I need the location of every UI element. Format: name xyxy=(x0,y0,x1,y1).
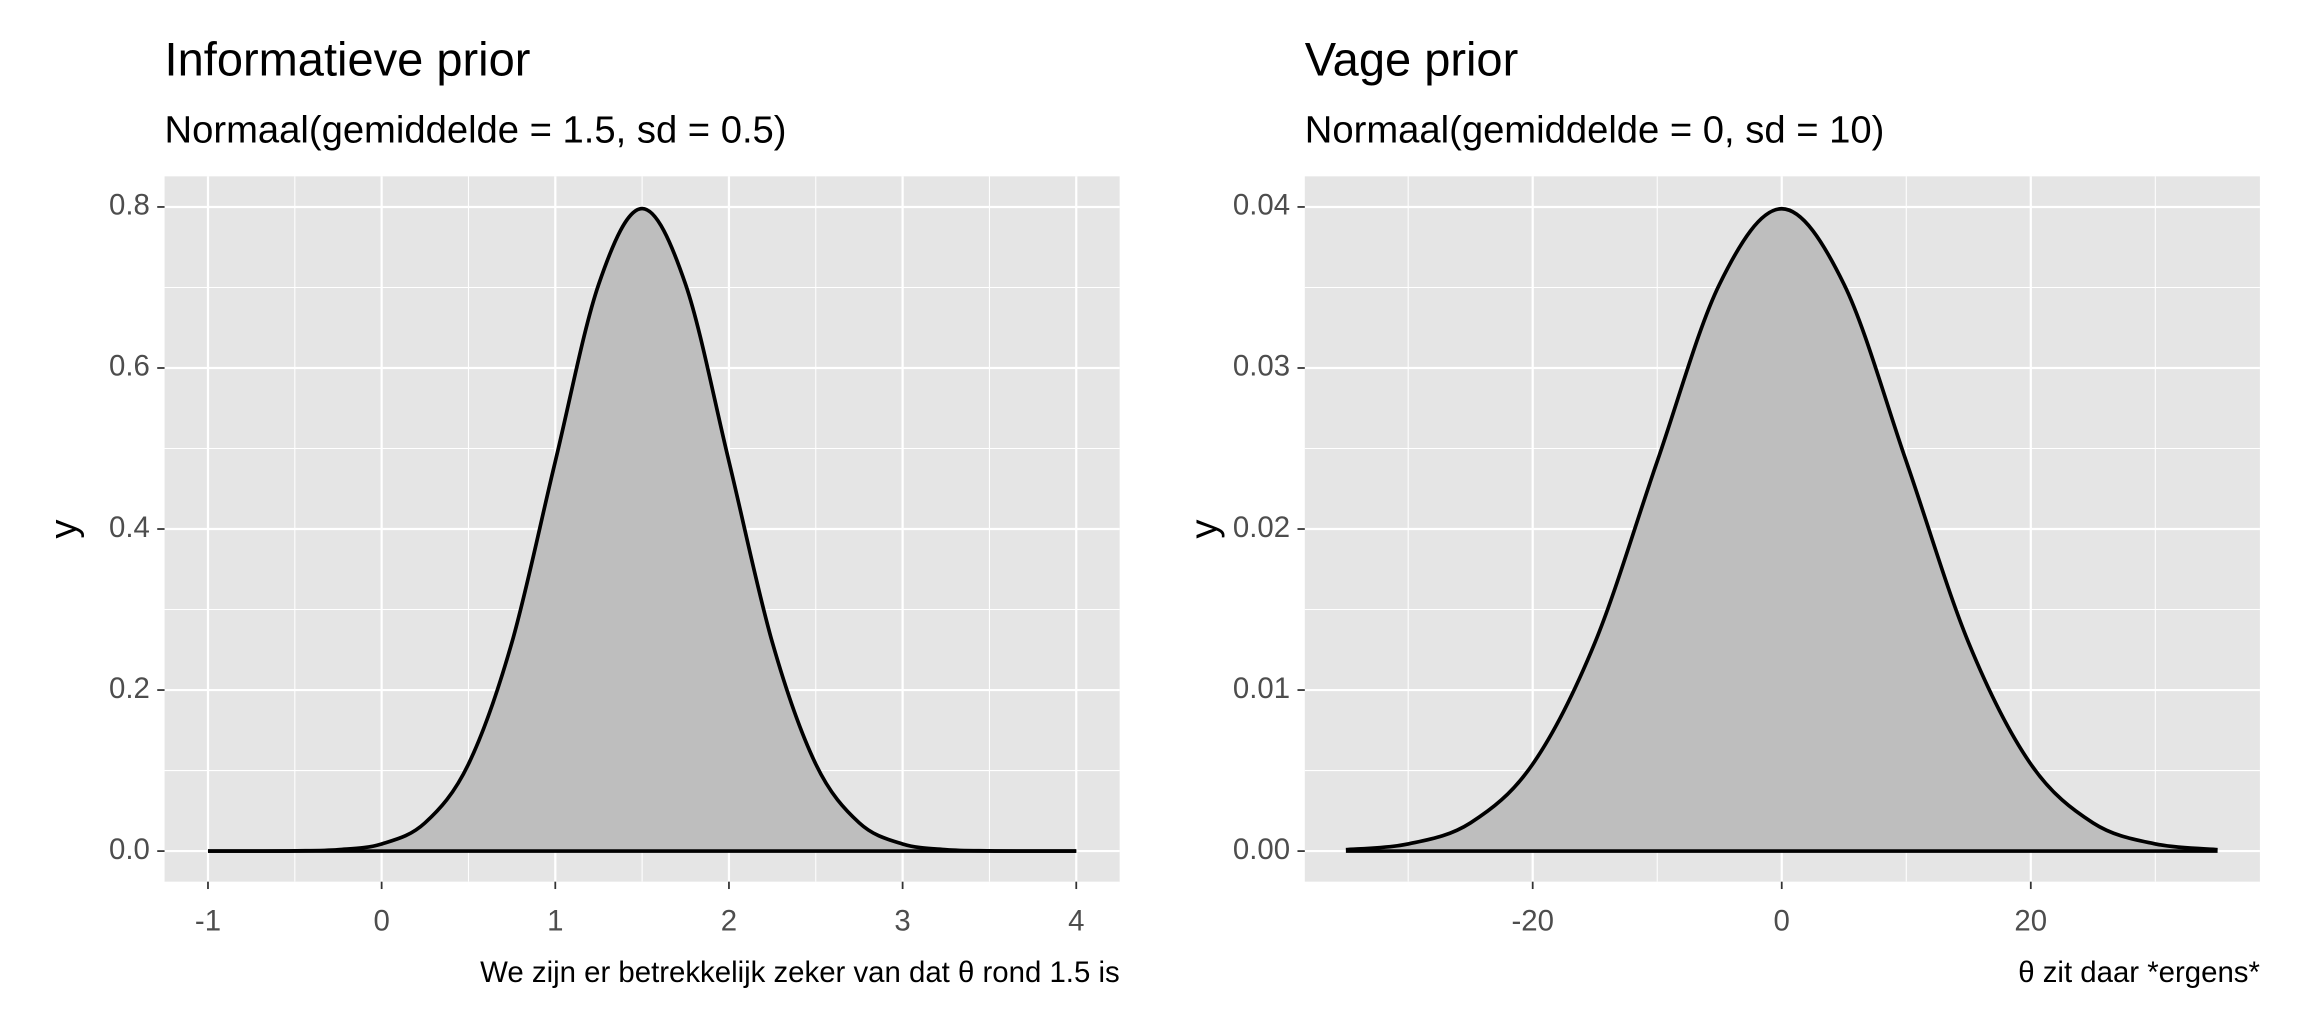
y-tick-label: 0.03 xyxy=(1233,350,1290,383)
x-tick-label: 4 xyxy=(1068,905,1084,938)
y-tick-label: 0.0 xyxy=(109,833,150,866)
x-tick-label: 0 xyxy=(1774,905,1790,938)
x-axis-title: θ zit daar *ergens* xyxy=(2018,956,2260,989)
density-line xyxy=(1345,206,2218,852)
x-tick-label: 0 xyxy=(373,905,389,938)
density-line xyxy=(207,206,1077,853)
y-tick-label: 0.6 xyxy=(109,350,150,383)
y-tick-label: 0.8 xyxy=(109,189,150,222)
x-tick-label: -1 xyxy=(195,905,221,938)
area-fill xyxy=(207,208,1077,852)
chart-subtitle: Normaal(gemiddelde = 1.5, sd = 0.5) xyxy=(165,108,787,151)
y-tick-label: 0.01 xyxy=(1233,672,1290,705)
chart-title: Vage prior xyxy=(1305,33,1518,86)
chart-title: Informatieve prior xyxy=(165,33,531,86)
y-tick-label: 0.2 xyxy=(109,672,150,705)
y-tick-label: 0.02 xyxy=(1233,511,1290,544)
area-fill xyxy=(1345,208,2218,852)
x-tick-label: 3 xyxy=(894,905,910,938)
y-tick-label: 0.4 xyxy=(109,511,150,544)
x-tick-label: 2 xyxy=(721,905,737,938)
y-tick-label: 0.04 xyxy=(1233,189,1290,222)
x-tick-label: 1 xyxy=(547,905,563,938)
x-tick-label: -20 xyxy=(1511,905,1553,938)
y-axis-title: y xyxy=(1182,519,1225,539)
y-axis-title: y xyxy=(42,519,85,539)
y-tick-label: 0.00 xyxy=(1233,833,1290,866)
x-tick-label: 20 xyxy=(2014,905,2047,938)
x-axis-title: We zijn er betrekkelijk zeker van dat θ … xyxy=(480,956,1119,989)
chart-subtitle: Normaal(gemiddelde = 0, sd = 10) xyxy=(1305,108,1884,151)
